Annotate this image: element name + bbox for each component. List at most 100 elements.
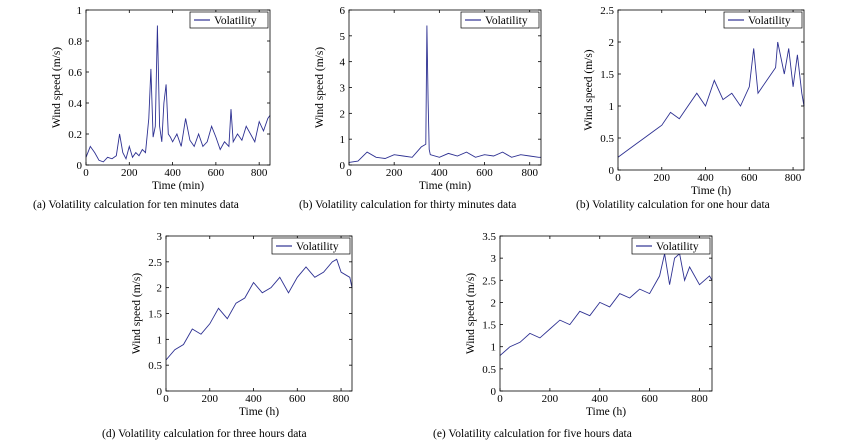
- y-tick-label: 2.5: [482, 275, 496, 287]
- x-tick-label: 600: [208, 167, 225, 179]
- x-tick-label: 800: [333, 393, 350, 405]
- y-tick-label: 3: [491, 253, 497, 265]
- y-tick-label: 0: [157, 386, 163, 398]
- y-tick-label: 0: [340, 160, 346, 172]
- y-tick-label: 2.5: [148, 257, 162, 269]
- caption-b: (b) Volatility calculation for thirty mi…: [299, 199, 517, 211]
- chart-a: 0 200 400 600 800 0 0.2 0.4 0.6 0.8 1 Time (min) Win…: [51, 5, 271, 192]
- legend-label: Volatility: [296, 241, 339, 253]
- x-axis-label: Time (min): [419, 180, 471, 192]
- y-tick-label: 0.5: [600, 133, 614, 145]
- x-tick-label: 0: [83, 167, 89, 179]
- y-tick-label: 3: [157, 231, 163, 243]
- y-axis-label: Wind speed (m/s): [465, 273, 477, 354]
- y-tick-label: 3: [340, 83, 346, 95]
- legend-box: [723, 11, 803, 29]
- legend-box: [189, 11, 269, 29]
- x-axis-label: Time (h): [586, 406, 626, 418]
- y-tick-label: 2.5: [600, 5, 614, 17]
- caption-d: (d) Volatility calculation for three hou…: [102, 428, 307, 440]
- y-tick-label: 0: [609, 165, 615, 177]
- y-tick-label: 2: [609, 37, 615, 49]
- y-tick-label: 0.6: [68, 67, 82, 79]
- chart-b: 0 200 400 600 800 0 1 2 3 4 5 6 Time (min) Wind speed…: [314, 5, 542, 192]
- y-tick-label: 1.5: [148, 309, 162, 321]
- panel-e: 0 200 400 600 800 0 0.5 1 1.5 2 2.5 3 3.5 Time (h) Win…: [430, 228, 730, 446]
- x-tick-label: 200: [386, 167, 403, 179]
- x-tick-label: 400: [164, 167, 181, 179]
- y-axis-label: Wind speed (m/s): [51, 47, 63, 128]
- y-tick-label: 0.4: [68, 98, 82, 110]
- x-tick-label: 200: [542, 393, 559, 405]
- x-tick-label: 800: [691, 393, 708, 405]
- x-axis-label: Time (h): [239, 406, 279, 418]
- plot-frame: [617, 9, 805, 171]
- caption-a: (a) Volatility calculation for ten minut…: [33, 199, 239, 211]
- series-line: [617, 41, 805, 158]
- series-line: [499, 252, 713, 356]
- x-tick-label: 600: [476, 167, 493, 179]
- y-tick-label: 1.5: [600, 69, 614, 81]
- y-tick-label: 0.8: [68, 36, 82, 48]
- y-tick-label: 2: [157, 283, 163, 295]
- x-tick-label: 800: [785, 172, 802, 184]
- panel-b: 0 200 400 600 800 0 1 2 3 4 5 6 Time (min) Wind speed…: [295, 0, 570, 220]
- x-tick-label: 200: [202, 393, 219, 405]
- x-tick-label: 200: [654, 172, 671, 184]
- plot-frame: [85, 9, 271, 166]
- y-tick-label: 2: [491, 297, 497, 309]
- series-line: [85, 25, 271, 163]
- chart-c: 0 200 400 600 800 0 0.5 1 1.5 2 2.5 Time (h) Wind sp…: [583, 5, 805, 197]
- legend-label: Volatility: [656, 241, 699, 253]
- x-tick-label: 0: [497, 393, 503, 405]
- y-tick-label: 1: [340, 134, 346, 146]
- y-tick-label: 5: [340, 31, 346, 43]
- y-tick-label: 0: [491, 386, 497, 398]
- x-tick-label: 0: [346, 167, 352, 179]
- y-tick-label: 0.5: [148, 360, 162, 372]
- y-tick-label: 1: [157, 334, 163, 346]
- y-tick-label: 1: [609, 101, 615, 113]
- x-tick-label: 400: [592, 393, 609, 405]
- legend-label: Volatility: [485, 15, 528, 27]
- x-tick-label: 200: [121, 167, 138, 179]
- x-tick-label: 400: [431, 167, 448, 179]
- y-tick-label: 3.5: [482, 231, 496, 243]
- x-tick-label: 0: [163, 393, 169, 405]
- y-tick-label: 1.5: [482, 320, 496, 332]
- plot-frame: [165, 235, 353, 392]
- x-axis-label: Time (min): [152, 180, 204, 192]
- y-tick-label: 1: [77, 5, 83, 17]
- x-tick-label: 400: [697, 172, 714, 184]
- plot-frame: [499, 235, 713, 392]
- x-tick-label: 800: [521, 167, 538, 179]
- legend-box: [631, 237, 711, 255]
- x-tick-label: 600: [741, 172, 758, 184]
- panel-d: 0 200 400 600 800 0 0.5 1 1.5 2 2.5 3 Time (h) Wind s…: [100, 228, 380, 446]
- caption-e: (e) Volatility calculation for five hour…: [433, 428, 632, 440]
- x-tick-label: 0: [615, 172, 621, 184]
- panel-c: 0 200 400 600 800 0 0.5 1 1.5 2 2.5 Time (h) Wind sp…: [570, 0, 853, 220]
- y-tick-label: 2: [340, 108, 346, 120]
- caption-c: (b) Volatility calculation for one hour …: [576, 199, 770, 211]
- x-tick-label: 800: [251, 167, 268, 179]
- legend-box: [271, 237, 351, 255]
- x-tick-label: 600: [289, 393, 306, 405]
- panel-a: 0 200 400 600 800 0 0.2 0.4 0.6 0.8 1 Time (min) Win…: [0, 0, 290, 220]
- y-axis-label: Wind speed (m/s): [583, 49, 595, 130]
- series-line: [348, 25, 541, 163]
- y-tick-label: 0.2: [68, 129, 82, 141]
- y-axis-label: Wind speed (m/s): [314, 47, 326, 128]
- series-line: [165, 258, 353, 361]
- y-tick-label: 0: [77, 160, 83, 172]
- y-tick-label: 0.5: [482, 364, 496, 376]
- y-tick-label: 6: [340, 5, 346, 17]
- y-tick-label: 4: [340, 57, 346, 69]
- x-tick-label: 400: [245, 393, 262, 405]
- legend-box: [460, 11, 540, 29]
- legend-label: Volatility: [214, 15, 257, 27]
- legend-label: Volatility: [748, 15, 791, 27]
- x-axis-label: Time (h): [691, 185, 731, 197]
- y-axis-label: Wind speed (m/s): [131, 273, 143, 354]
- chart-e: 0 200 400 600 800 0 0.5 1 1.5 2 2.5 3 3.5 Time (h) Win…: [465, 231, 713, 418]
